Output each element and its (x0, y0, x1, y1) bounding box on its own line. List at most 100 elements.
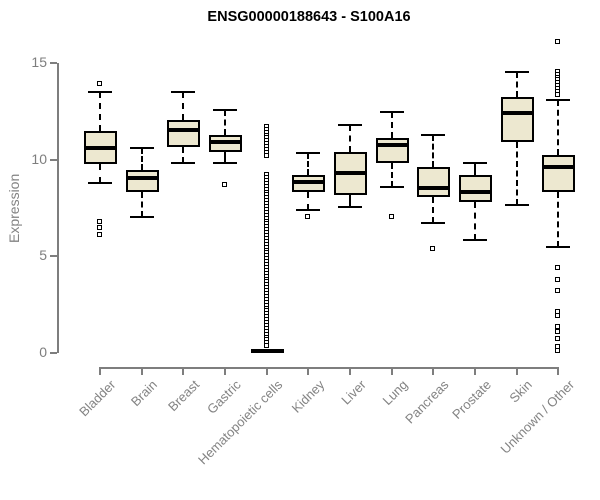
upper-whisker-line (390, 112, 393, 139)
box (375, 138, 409, 163)
outlier-point (555, 313, 561, 319)
outlier-point (263, 152, 269, 158)
lower-whisker-cap (463, 238, 488, 241)
x-axis-tick (224, 367, 226, 375)
outlier-point (97, 232, 102, 238)
x-tick-label: Breast (164, 377, 202, 415)
upper-whisker-line (349, 124, 352, 152)
y-axis-tick (50, 62, 57, 64)
x-axis-tick (99, 367, 101, 375)
median-line (542, 165, 576, 170)
upper-whisker-line (224, 110, 226, 135)
x-axis-tick (557, 367, 560, 375)
lower-whisker-line (140, 191, 143, 217)
chart-title: ENSG00000188643 - S100A16 (207, 9, 411, 25)
x-tick-label: Skin (506, 377, 536, 406)
box (459, 175, 493, 203)
lower-whisker-cap (504, 204, 529, 207)
lower-whisker-line (432, 197, 435, 224)
upper-whisker-cap (129, 147, 154, 150)
box (542, 154, 576, 192)
x-axis-tick (474, 367, 477, 375)
x-axis-tick (515, 367, 518, 375)
upper-whisker-line (182, 92, 185, 121)
x-axis-tick (265, 367, 268, 375)
median-line (500, 111, 534, 116)
y-axis-title: Expression (6, 173, 22, 243)
upper-whisker-cap (421, 133, 446, 136)
x-tick-label: Unknown / Other (497, 377, 577, 457)
y-tick-label: 10 (31, 150, 47, 167)
x-axis-tick (182, 367, 185, 375)
upper-whisker-cap (213, 109, 237, 112)
median-line (459, 189, 493, 194)
upper-whisker-cap (88, 91, 112, 93)
lower-whisker-cap (129, 215, 154, 218)
y-tick-label: 0 (39, 344, 47, 360)
x-tick-label: Bladder (76, 377, 119, 420)
outlier-point (97, 81, 102, 87)
lower-whisker-cap (296, 208, 321, 211)
lower-whisker-cap (213, 161, 237, 164)
lower-whisker-cap (171, 161, 196, 164)
upper-whisker-line (515, 71, 518, 97)
x-tick-label: Prostate (448, 377, 494, 422)
x-axis-tick (140, 367, 143, 375)
median-line (375, 143, 409, 148)
lower-whisker-line (474, 202, 477, 240)
x-tick-label: Liver (338, 377, 369, 408)
lower-whisker-line (349, 195, 352, 208)
median-line (209, 140, 242, 145)
x-tick-label: Brain (128, 377, 161, 410)
y-axis-line (57, 63, 59, 353)
upper-whisker-cap (296, 151, 321, 154)
box (125, 170, 159, 192)
y-tick-label: 15 (31, 54, 47, 70)
x-axis-tick (390, 367, 393, 375)
outlier-point (555, 348, 561, 354)
upper-whisker-cap (171, 91, 196, 93)
median-line (292, 179, 326, 184)
lower-whisker-cap (546, 245, 571, 248)
upper-whisker-cap (504, 70, 529, 73)
x-tick-label: Lung (379, 377, 411, 409)
upper-whisker-line (307, 152, 310, 176)
box (167, 120, 201, 148)
upper-whisker-line (99, 92, 101, 131)
lower-whisker-line (390, 162, 393, 187)
median-line (125, 176, 159, 181)
outlier-point (555, 323, 561, 329)
upper-whisker-cap (463, 161, 488, 164)
lower-whisker-line (557, 191, 560, 247)
outlier-point (430, 245, 436, 251)
median-line (167, 127, 201, 132)
outlier-point (555, 328, 561, 334)
y-tick-label: 5 (39, 247, 47, 264)
lower-whisker-line (515, 142, 518, 206)
median-line (250, 349, 284, 354)
x-axis-tick (432, 367, 435, 375)
median-line (84, 146, 117, 151)
median-line (417, 185, 451, 190)
upper-whisker-cap (379, 111, 404, 114)
lower-whisker-cap (88, 181, 112, 184)
x-axis-tick (307, 367, 310, 375)
lower-whisker-line (99, 163, 101, 183)
lower-whisker-cap (338, 206, 363, 209)
upper-whisker-line (557, 99, 560, 155)
upper-whisker-cap (338, 123, 363, 126)
y-axis-tick (50, 158, 57, 161)
x-tick-label: Gastric (203, 377, 244, 417)
outlier-point (555, 91, 561, 97)
outlier-point (555, 288, 561, 294)
outlier-point (222, 181, 227, 187)
outlier-point (555, 38, 561, 44)
lower-whisker-line (224, 151, 226, 163)
y-axis-tick (50, 352, 57, 354)
outlier-point (388, 213, 394, 219)
upper-whisker-line (432, 134, 435, 168)
lower-whisker-cap (421, 222, 446, 225)
outlier-point (263, 343, 269, 349)
outlier-point (97, 225, 102, 231)
